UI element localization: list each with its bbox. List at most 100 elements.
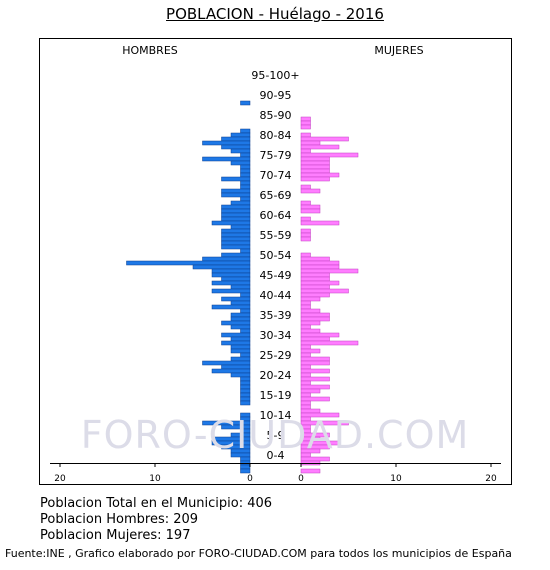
- male-bar: [202, 140, 251, 146]
- male-bar: [202, 156, 251, 162]
- male-bar: [221, 208, 251, 214]
- female-bar: [300, 400, 311, 406]
- female-bar: [300, 172, 340, 178]
- male-bar: [221, 216, 251, 222]
- age-group-labels: 95-100+ 90-95 85-90 80-84 75-79 70-74 65-69 60-…: [251, 69, 299, 462]
- female-bar: [300, 448, 321, 454]
- x-tick-label: 20: [54, 474, 66, 484]
- female-bar: [300, 444, 330, 450]
- male-bar: [240, 152, 251, 158]
- age-group-label: 50-54: [260, 249, 292, 262]
- age-group-label: 25-29: [260, 349, 292, 362]
- male-bar: [240, 100, 251, 106]
- male-bar: [240, 168, 251, 174]
- male-bar: [240, 464, 251, 470]
- male-bar: [230, 160, 251, 166]
- female-bar: [300, 360, 330, 366]
- male-bar: [221, 276, 251, 282]
- female-bar: [300, 376, 330, 382]
- female-bar: [300, 428, 311, 434]
- female-bar: [300, 236, 311, 242]
- female-bar: [300, 344, 311, 350]
- right-label: MUJERES: [374, 44, 423, 57]
- male-bar: [240, 308, 251, 314]
- x-tick-label: 0: [298, 474, 304, 484]
- female-bar: [300, 372, 311, 378]
- male-bar: [211, 280, 251, 286]
- female-bar: [300, 452, 311, 458]
- source-note: Fuente:INE , Grafico elaborado por FORO-…: [5, 547, 512, 560]
- age-group-label: 20-24: [260, 369, 292, 382]
- female-bar: [300, 284, 330, 290]
- male-bar: [202, 420, 251, 426]
- female-bar: [300, 276, 330, 282]
- male-bar: [240, 392, 251, 398]
- male-bar: [240, 468, 251, 474]
- female-population: Poblacion Mujeres: 197: [40, 528, 191, 543]
- male-bar: [211, 440, 251, 446]
- female-bar: [300, 124, 311, 130]
- age-group-label: 30-34: [260, 329, 292, 342]
- age-group-label: 40-44: [260, 289, 292, 302]
- male-bar: [230, 324, 251, 330]
- age-group-label: 90-95: [260, 89, 292, 102]
- male-bar: [221, 364, 251, 370]
- male-bar: [240, 396, 251, 402]
- male-bar: [230, 284, 251, 290]
- male-bar: [240, 384, 251, 390]
- male-bar: [230, 372, 251, 378]
- female-bar: [300, 412, 340, 418]
- male-bar: [221, 228, 251, 234]
- age-group-label: 45-49: [260, 269, 292, 282]
- male-bar: [192, 264, 251, 270]
- age-group-label: 95-100+: [251, 69, 299, 82]
- male-bar: [240, 128, 251, 134]
- male-bar: [230, 132, 251, 138]
- female-bar: [300, 296, 321, 302]
- male-bar: [230, 148, 251, 154]
- female-bar: [300, 340, 359, 346]
- female-bars: [300, 116, 359, 474]
- x-tick-label: 10: [149, 474, 161, 484]
- male-bar: [230, 348, 251, 354]
- female-bar: [300, 256, 330, 262]
- male-bar: [240, 292, 251, 298]
- female-bar: [300, 388, 321, 394]
- male-bar: [211, 288, 251, 294]
- female-bar: [300, 404, 311, 410]
- female-bar: [300, 208, 321, 214]
- male-bar: [240, 416, 251, 422]
- female-bar: [300, 264, 340, 270]
- male-bar: [211, 436, 251, 442]
- age-group-label: 10-14: [260, 409, 292, 422]
- female-bar: [300, 268, 359, 274]
- male-bar: [230, 316, 251, 322]
- female-bar: [300, 396, 330, 402]
- male-bar: [230, 356, 251, 362]
- male-bar: [221, 244, 251, 250]
- x-tick-label: 20: [485, 474, 497, 484]
- chart-title: POBLACION - Huélago - 2016: [166, 5, 384, 23]
- male-bar: [240, 352, 251, 358]
- female-bar: [300, 456, 330, 462]
- female-bar: [300, 160, 330, 166]
- female-bar: [300, 148, 311, 154]
- female-bar: [300, 336, 330, 342]
- female-bar: [300, 380, 311, 386]
- male-bar: [230, 224, 251, 230]
- female-bar: [300, 312, 330, 318]
- female-bar: [300, 184, 311, 190]
- x-axis-ticks: 20 10 0 0 10 20: [54, 463, 497, 484]
- female-bar: [300, 200, 311, 206]
- male-bar: [240, 196, 251, 202]
- male-bars: [126, 100, 251, 474]
- male-bar: [230, 344, 251, 350]
- male-bar: [221, 204, 251, 210]
- female-bar: [300, 364, 311, 370]
- total-population: Poblacion Total en el Municipio: 406: [40, 496, 273, 511]
- female-bar: [300, 316, 330, 322]
- age-group-label: 65-69: [260, 189, 292, 202]
- male-bar: [221, 176, 251, 182]
- age-group-label: 60-64: [260, 209, 292, 222]
- female-bar: [300, 220, 340, 226]
